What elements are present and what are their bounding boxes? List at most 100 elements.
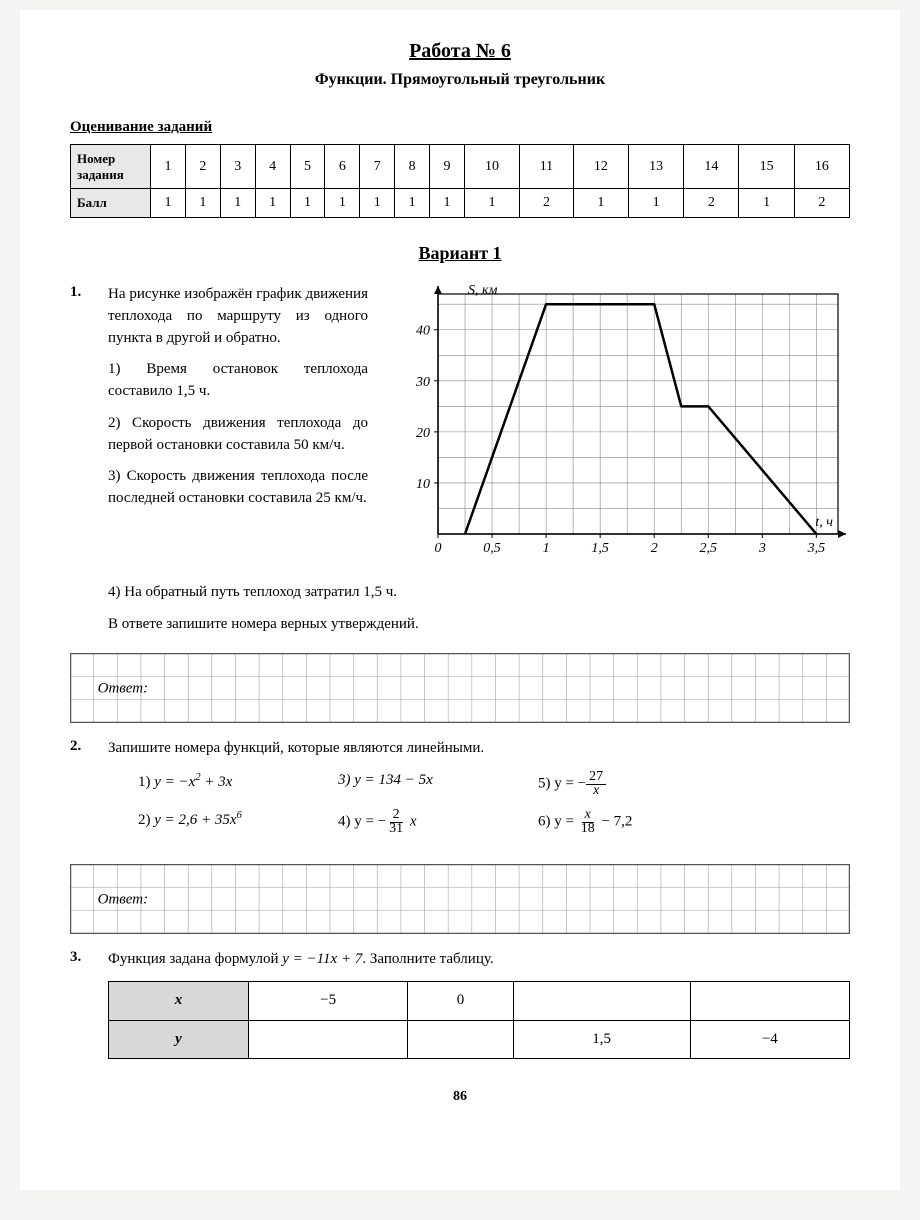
grading-point-cell: 1 [395, 189, 430, 218]
grading-number-cell: 7 [360, 145, 395, 189]
task-3-number: 3. [70, 949, 100, 966]
grading-number-cell: 8 [395, 145, 430, 189]
task-2-prompt: Запишите номера функций, которые являютс… [108, 738, 850, 760]
svg-text:3,5: 3,5 [807, 541, 826, 556]
grading-number-cell: 12 [573, 145, 628, 189]
svg-text:t, ч: t, ч [815, 515, 833, 530]
fill-cell [513, 981, 690, 1020]
svg-text:20: 20 [416, 426, 430, 441]
grading-number-cell: 1 [151, 145, 186, 189]
grading-point-cell: 1 [573, 189, 628, 218]
svg-text:3: 3 [758, 541, 766, 556]
grading-point-cell: 1 [430, 189, 465, 218]
variant-title: Вариант 1 [70, 243, 850, 264]
task-2-functions-row-2: 2) y = 2,6 + 35x6 4) y = −231 x 6) y = x… [138, 808, 850, 836]
grading-row-points: Балл 1111111111211212 [71, 189, 850, 218]
fill-cell: −5 [249, 981, 408, 1020]
task-3-table: x −50 y 1,5−4 [108, 981, 850, 1060]
answer-grid-2-svg: Ответ: [70, 864, 850, 934]
task-3-prompt: Функция задана формулой y = −11x + 7. За… [108, 949, 850, 971]
task-2-number: 2. [70, 738, 100, 755]
grading-label-number: Номер задания [71, 145, 151, 189]
grading-row-numbers: Номер задания 12345678910111213141516 [71, 145, 850, 189]
svg-text:30: 30 [415, 375, 430, 390]
grading-point-cell: 1 [360, 189, 395, 218]
task-3-y-label: y [109, 1020, 249, 1059]
svg-text:S, км: S, км [468, 284, 498, 298]
answer-grid-1: Ответ: [70, 653, 850, 723]
answer-grid-2: Ответ: [70, 864, 850, 934]
svg-text:0,5: 0,5 [483, 541, 501, 556]
grading-number-cell: 16 [794, 145, 849, 189]
grading-number-cell: 13 [629, 145, 684, 189]
task-1-chart: 0 0,5 1 1,5 2 2,5 3 3,5 10 20 30 40 S, км t, ч [383, 284, 853, 572]
func-6: 6) y = x18 − 7,2 [538, 808, 698, 836]
func-3: 3) y = 134 − 5x [338, 770, 498, 798]
task-1: 1. На рисунке изображён график движения … [70, 284, 850, 635]
grading-number-cell: 6 [325, 145, 360, 189]
fill-cell [690, 981, 849, 1020]
task-1-final: В ответе запишите номера верных утвержде… [108, 614, 850, 636]
svg-text:2: 2 [651, 541, 658, 556]
svg-text:1,5: 1,5 [591, 541, 609, 556]
task-1-statement-3: 3) Скорость движения тепло­хода после по… [108, 466, 368, 510]
grading-number-cell: 5 [290, 145, 325, 189]
fill-cell: 1,5 [513, 1020, 690, 1059]
grading-number-cell: 14 [684, 145, 739, 189]
fill-cell [249, 1020, 408, 1059]
grading-number-cell: 11 [520, 145, 574, 189]
func-2: 2) y = 2,6 + 35x6 [138, 808, 298, 836]
answer-grid-1-svg: Ответ: [70, 653, 850, 723]
grading-title: Оценивание заданий [70, 119, 850, 136]
svg-text:0: 0 [435, 541, 442, 556]
task-1-intro: На рисунке изображён график движения теп… [108, 284, 368, 349]
grading-number-cell: 2 [185, 145, 220, 189]
func-1: 1) y = −x2 + 3x [138, 770, 298, 798]
task-1-text: На рисунке изображён график движения теп… [108, 284, 368, 572]
grading-point-cell: 2 [684, 189, 739, 218]
fill-cell: 0 [408, 981, 513, 1020]
task-3-row-x: x −50 [109, 981, 850, 1020]
worksheet-page: Работа № 6 Функции. Прямоугольный треуго… [20, 10, 900, 1190]
grading-point-cell: 2 [520, 189, 574, 218]
func-5: 5) y = −27x [538, 770, 698, 798]
svg-text:10: 10 [416, 477, 430, 492]
grading-number-cell: 3 [220, 145, 255, 189]
grading-point-cell: 1 [739, 189, 794, 218]
task-3-row-y: y 1,5−4 [109, 1020, 850, 1059]
work-title: Работа № 6 [70, 40, 850, 63]
svg-text:2,5: 2,5 [700, 541, 718, 556]
svg-text:1: 1 [543, 541, 550, 556]
grading-number-cell: 9 [430, 145, 465, 189]
grading-point-cell: 1 [255, 189, 290, 218]
task-1-statement-4: 4) На обратный путь теплоход затратил 1,… [108, 582, 850, 604]
grading-number-cell: 10 [464, 145, 519, 189]
grading-label-points: Балл [71, 189, 151, 218]
grading-point-cell: 1 [290, 189, 325, 218]
page-number: 86 [70, 1089, 850, 1105]
grading-point-cell: 1 [464, 189, 519, 218]
task-1-number: 1. [70, 284, 100, 301]
task-1-statement-1: 1) Время остановок теплохода составило 1… [108, 359, 368, 403]
svg-text:40: 40 [416, 324, 430, 339]
task-1-statement-2: 2) Скорость движения тепло­хода до перво… [108, 413, 368, 457]
svg-text:Ответ:: Ответ: [98, 681, 148, 697]
grading-table: Номер задания 12345678910111213141516 Ба… [70, 144, 850, 218]
fill-cell: −4 [690, 1020, 849, 1059]
func-4: 4) y = −231 x [338, 808, 498, 836]
task-3-x-label: x [109, 981, 249, 1020]
grading-number-cell: 4 [255, 145, 290, 189]
grading-point-cell: 2 [794, 189, 849, 218]
grading-point-cell: 1 [220, 189, 255, 218]
task-3: 3. Функция задана формулой y = −11x + 7.… [70, 949, 850, 1059]
subtitle: Функции. Прямоугольный треугольник [70, 71, 850, 89]
grading-number-cell: 15 [739, 145, 794, 189]
grading-point-cell: 1 [325, 189, 360, 218]
task-2-functions-row-1: 1) y = −x2 + 3x 3) y = 134 − 5x 5) y = −… [138, 770, 850, 798]
grading-point-cell: 1 [629, 189, 684, 218]
grading-point-cell: 1 [151, 189, 186, 218]
task-2: 2. Запишите номера функций, которые явля… [70, 738, 850, 846]
distance-time-chart: 0 0,5 1 1,5 2 2,5 3 3,5 10 20 30 40 S, км t, ч [383, 284, 853, 564]
svg-text:Ответ:: Ответ: [98, 892, 148, 908]
fill-cell [408, 1020, 513, 1059]
